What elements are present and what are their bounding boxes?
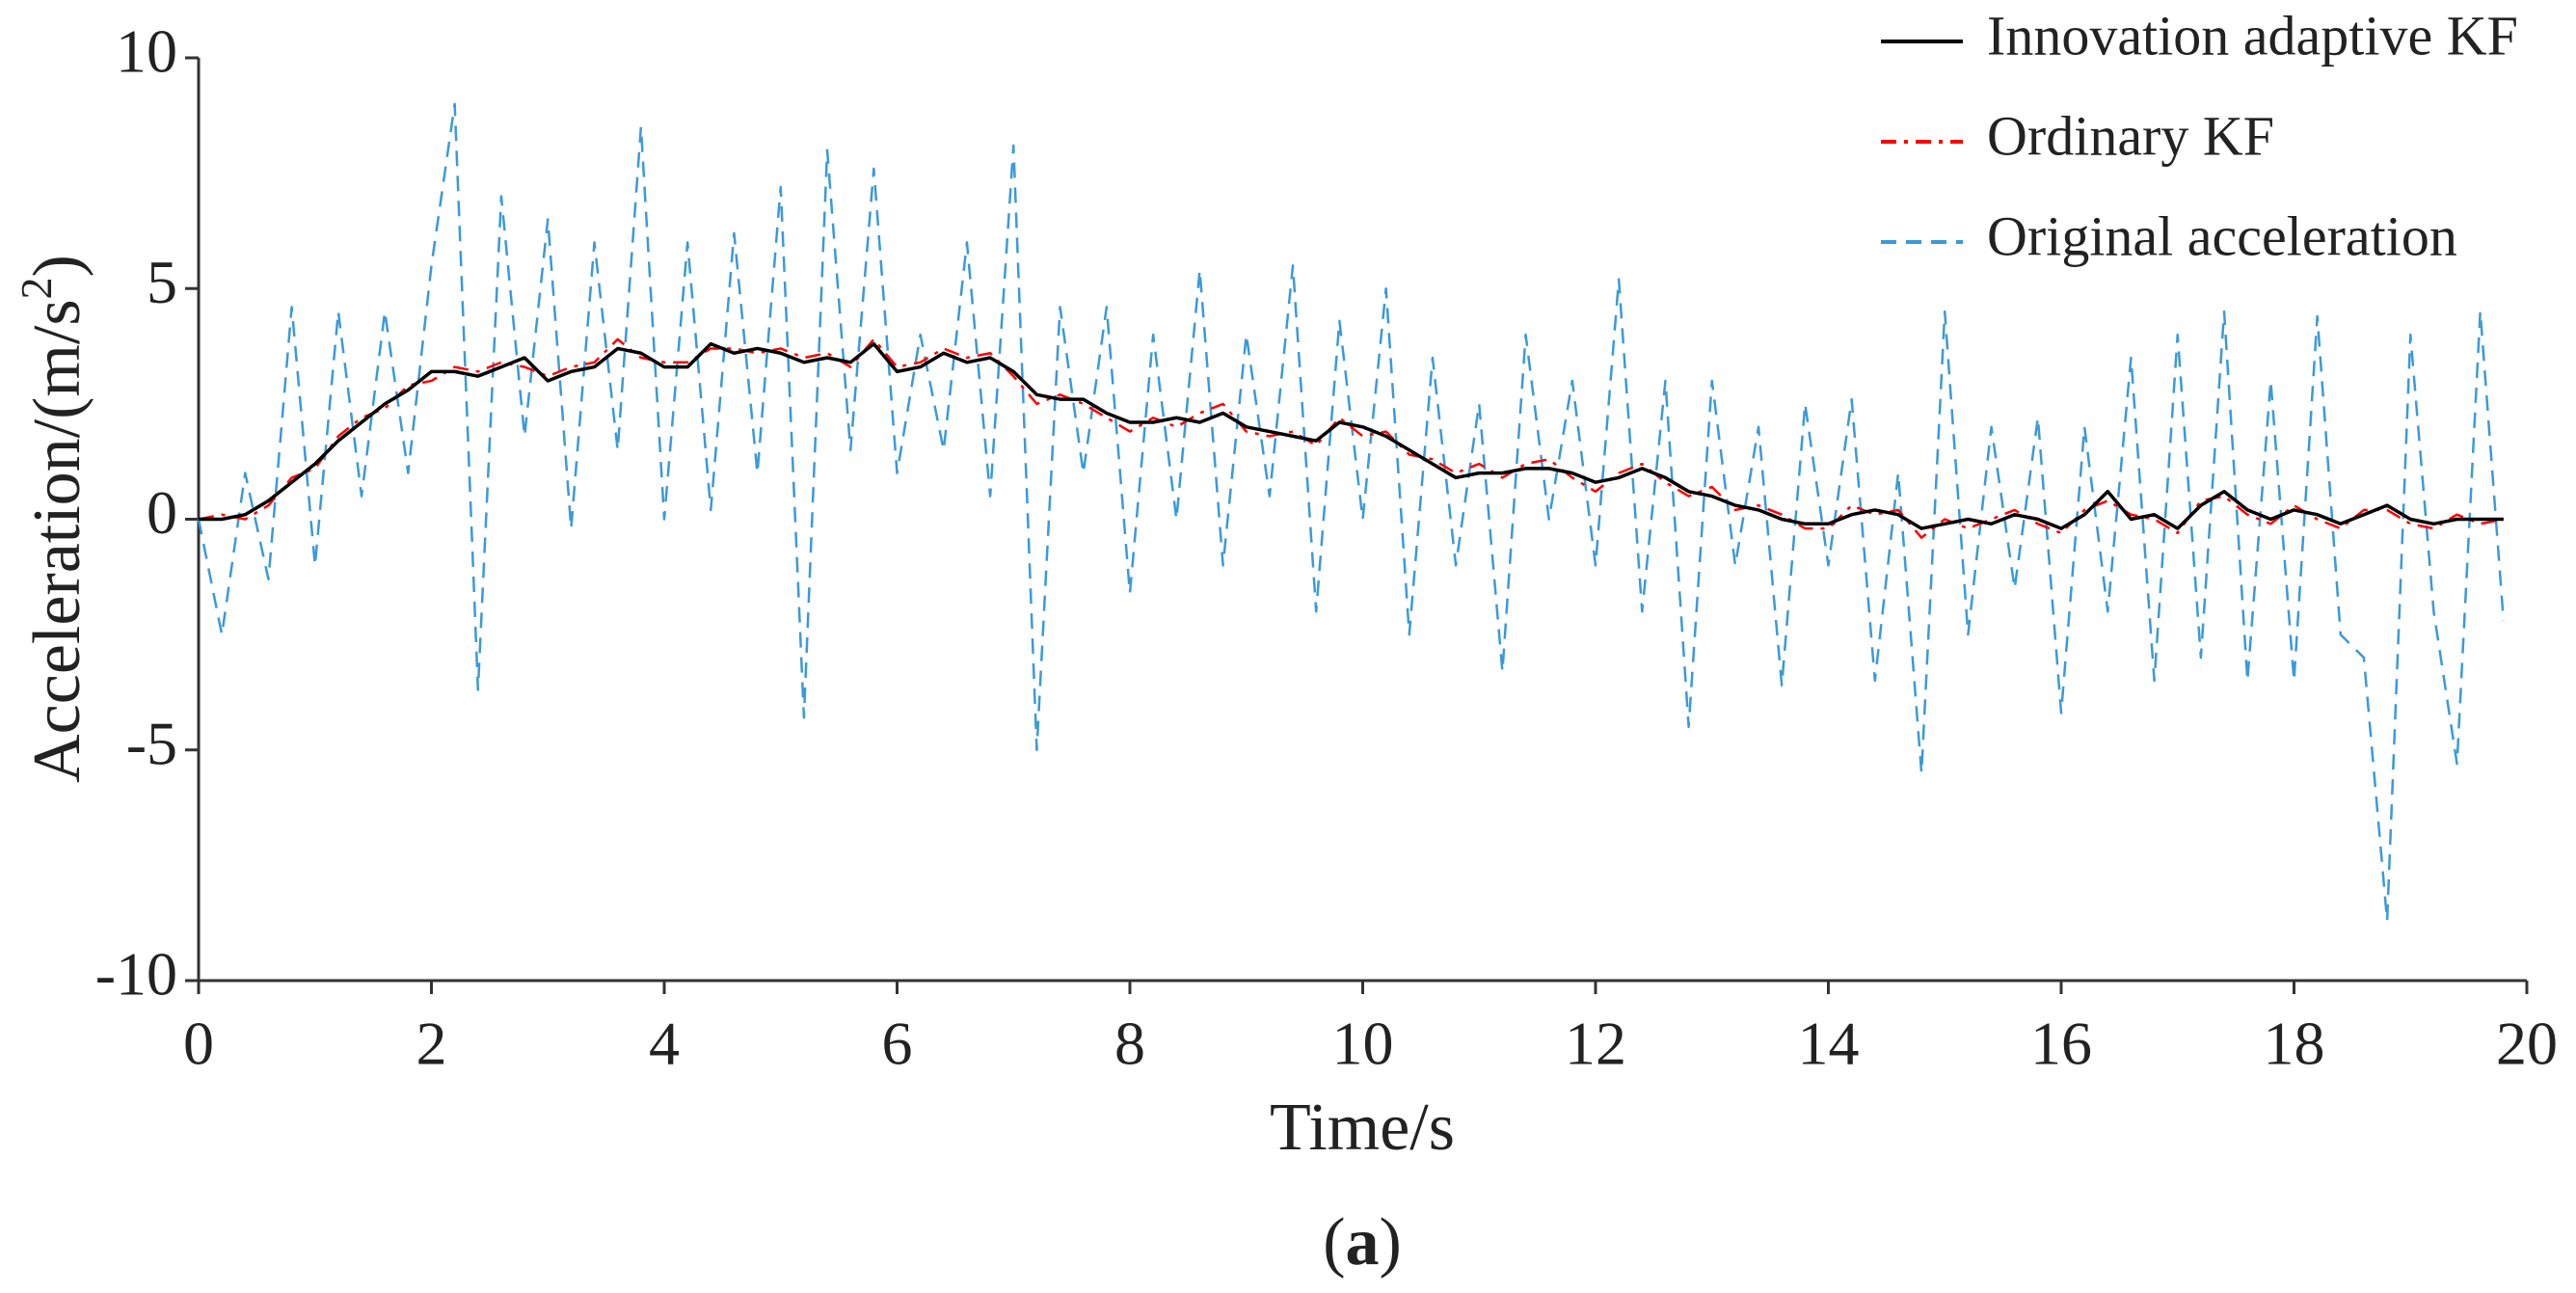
- x-tick-label: 8: [1114, 1010, 1145, 1078]
- x-tick-label: 14: [1798, 1010, 1860, 1078]
- y-tick-label: -5: [126, 709, 177, 777]
- caption-open: (: [1323, 1205, 1345, 1280]
- y-axis-label-close: ): [20, 255, 94, 277]
- legend-label: Original acceleration: [1987, 204, 2457, 267]
- caption: (a): [1323, 1205, 1402, 1280]
- y-tick-label: 0: [147, 478, 177, 547]
- caption-label: a: [1346, 1205, 1380, 1280]
- x-tick-label: 10: [1332, 1010, 1394, 1078]
- series-line: [198, 337, 2505, 539]
- y-axis-label: Acceleration/(m/s2): [12, 255, 95, 783]
- x-tick-label: 12: [1565, 1010, 1626, 1078]
- x-tick-label: 16: [2030, 1010, 2092, 1078]
- caption-close: ): [1380, 1205, 1402, 1280]
- x-tick-label: 4: [649, 1010, 680, 1078]
- legend-label: Innovation adaptive KF: [1987, 4, 2518, 67]
- y-axis-label-text: Acceleration/(m/s: [20, 299, 94, 782]
- x-tick-label: 18: [2264, 1010, 2325, 1078]
- series-line: [197, 102, 2506, 923]
- x-tick-label: 2: [416, 1010, 447, 1078]
- x-tick-label: 20: [2496, 1010, 2558, 1078]
- y-tick-label: -10: [95, 940, 177, 1009]
- x-axis-label: Time/s: [1270, 1091, 1455, 1165]
- x-tick-label: 6: [882, 1010, 913, 1078]
- x-tick-label: 0: [183, 1010, 214, 1078]
- y-tick-label: 10: [116, 17, 177, 86]
- y-axis-label-sup: 2: [12, 277, 61, 299]
- series-line: [199, 341, 2504, 530]
- y-tick-label: 5: [147, 248, 177, 316]
- legend-label: Ordinary KF: [1987, 104, 2274, 167]
